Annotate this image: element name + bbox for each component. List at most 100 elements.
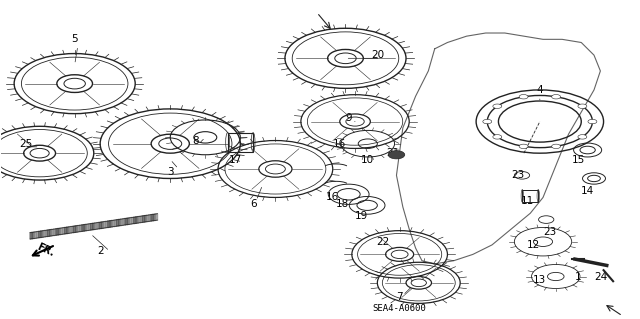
Polygon shape bbox=[142, 216, 145, 222]
Circle shape bbox=[552, 144, 561, 149]
Polygon shape bbox=[140, 216, 142, 223]
Polygon shape bbox=[123, 219, 125, 225]
Text: 13: 13 bbox=[533, 275, 547, 285]
Text: 7: 7 bbox=[396, 292, 403, 302]
Polygon shape bbox=[38, 231, 41, 238]
Text: 16: 16 bbox=[333, 139, 346, 149]
Polygon shape bbox=[41, 231, 43, 237]
Text: 1: 1 bbox=[575, 271, 581, 281]
Polygon shape bbox=[95, 223, 97, 229]
Text: 9: 9 bbox=[346, 113, 352, 123]
Text: 12: 12 bbox=[527, 240, 540, 250]
Text: 5: 5 bbox=[71, 34, 78, 44]
Polygon shape bbox=[106, 221, 108, 228]
Polygon shape bbox=[63, 227, 65, 234]
Polygon shape bbox=[99, 222, 101, 229]
Text: 14: 14 bbox=[581, 186, 595, 196]
Polygon shape bbox=[30, 232, 32, 239]
Polygon shape bbox=[36, 231, 38, 238]
Polygon shape bbox=[56, 228, 58, 235]
Polygon shape bbox=[90, 223, 93, 230]
Text: 17: 17 bbox=[229, 154, 243, 165]
Polygon shape bbox=[112, 220, 115, 227]
Polygon shape bbox=[129, 218, 132, 224]
Polygon shape bbox=[134, 217, 136, 224]
Polygon shape bbox=[86, 224, 88, 231]
Polygon shape bbox=[132, 217, 134, 224]
Polygon shape bbox=[138, 216, 140, 223]
Text: 25: 25 bbox=[19, 139, 32, 149]
Circle shape bbox=[578, 135, 587, 139]
Circle shape bbox=[493, 135, 502, 139]
Polygon shape bbox=[97, 222, 99, 229]
Polygon shape bbox=[76, 226, 77, 232]
Polygon shape bbox=[116, 219, 118, 226]
Text: 24: 24 bbox=[594, 271, 607, 281]
Polygon shape bbox=[151, 214, 153, 221]
Polygon shape bbox=[121, 219, 123, 226]
Text: 4: 4 bbox=[536, 85, 543, 95]
Polygon shape bbox=[125, 218, 127, 225]
Polygon shape bbox=[84, 224, 86, 231]
Text: 11: 11 bbox=[520, 196, 534, 206]
Text: 15: 15 bbox=[572, 154, 585, 165]
Polygon shape bbox=[58, 228, 60, 235]
Text: 6: 6 bbox=[250, 199, 257, 209]
Polygon shape bbox=[153, 214, 156, 221]
Polygon shape bbox=[115, 220, 116, 226]
Circle shape bbox=[578, 104, 587, 108]
Text: 22: 22 bbox=[376, 237, 389, 247]
Polygon shape bbox=[49, 229, 52, 236]
Polygon shape bbox=[136, 217, 138, 223]
Text: 16: 16 bbox=[326, 192, 339, 203]
Polygon shape bbox=[35, 232, 36, 238]
Text: 2: 2 bbox=[97, 246, 104, 256]
Text: SEA4-A0600: SEA4-A0600 bbox=[372, 304, 426, 313]
Text: 23: 23 bbox=[543, 227, 556, 237]
Circle shape bbox=[519, 144, 528, 149]
Polygon shape bbox=[104, 221, 106, 228]
Polygon shape bbox=[93, 223, 95, 230]
Polygon shape bbox=[77, 225, 80, 232]
Text: 21: 21 bbox=[387, 148, 400, 158]
Text: 19: 19 bbox=[355, 211, 368, 221]
Polygon shape bbox=[80, 225, 82, 232]
Polygon shape bbox=[88, 224, 90, 230]
Polygon shape bbox=[54, 229, 56, 235]
Text: 8: 8 bbox=[193, 136, 199, 145]
Polygon shape bbox=[47, 230, 49, 236]
Polygon shape bbox=[71, 226, 73, 233]
Polygon shape bbox=[45, 230, 47, 237]
Circle shape bbox=[483, 119, 492, 124]
Polygon shape bbox=[108, 221, 110, 227]
Circle shape bbox=[388, 151, 404, 159]
Bar bbox=[228, 133, 253, 152]
Polygon shape bbox=[82, 225, 84, 231]
Text: 10: 10 bbox=[361, 154, 374, 165]
Circle shape bbox=[552, 94, 561, 99]
Polygon shape bbox=[43, 230, 45, 237]
Polygon shape bbox=[67, 227, 69, 234]
Text: 3: 3 bbox=[167, 167, 173, 177]
Circle shape bbox=[588, 119, 597, 124]
Polygon shape bbox=[32, 232, 35, 239]
Polygon shape bbox=[60, 228, 63, 234]
Polygon shape bbox=[69, 226, 71, 233]
Circle shape bbox=[493, 104, 502, 108]
Polygon shape bbox=[73, 226, 76, 233]
Text: 20: 20 bbox=[371, 50, 384, 60]
Polygon shape bbox=[156, 214, 157, 220]
Polygon shape bbox=[52, 229, 54, 236]
Polygon shape bbox=[110, 220, 112, 227]
Polygon shape bbox=[118, 219, 121, 226]
Bar bbox=[522, 189, 538, 202]
Polygon shape bbox=[101, 222, 104, 228]
Polygon shape bbox=[149, 215, 151, 221]
Circle shape bbox=[519, 94, 528, 99]
Polygon shape bbox=[145, 215, 147, 222]
Polygon shape bbox=[127, 218, 129, 225]
Text: 18: 18 bbox=[335, 199, 349, 209]
Polygon shape bbox=[65, 227, 67, 234]
Text: FR.: FR. bbox=[36, 241, 56, 258]
Polygon shape bbox=[147, 215, 149, 222]
